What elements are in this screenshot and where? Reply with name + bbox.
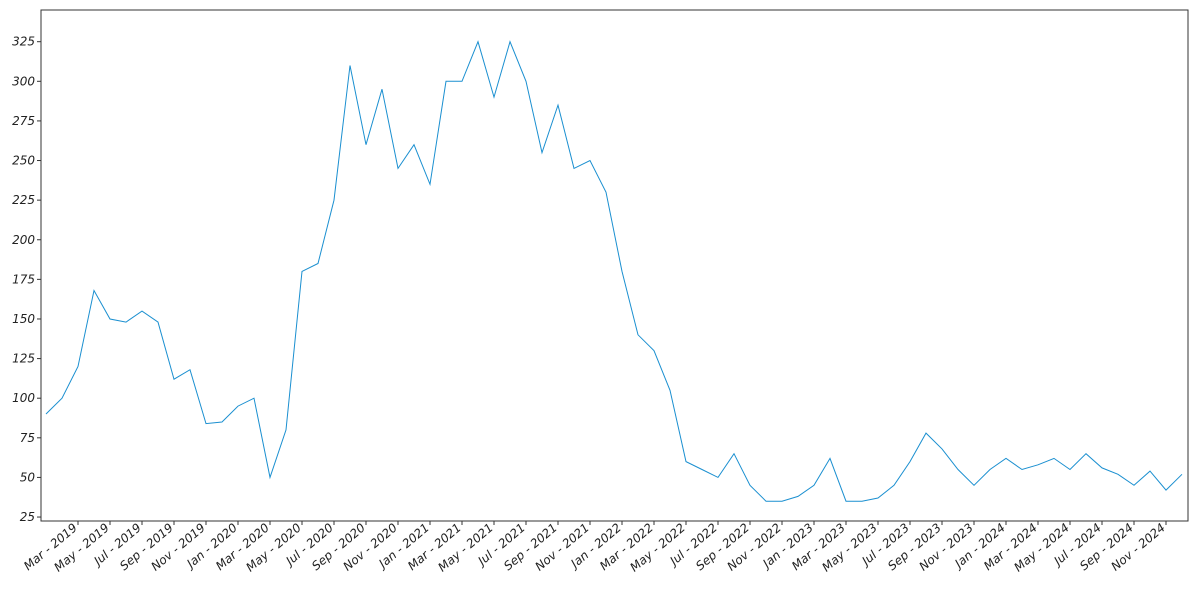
y-tick-label: 300: [12, 74, 35, 88]
y-tick-label: 175: [12, 272, 35, 286]
y-tick-label: 250: [12, 154, 35, 168]
y-tick-label: 125: [12, 352, 35, 366]
y-tick-label: 75: [20, 431, 35, 445]
y-tick-label: 275: [12, 114, 35, 128]
y-tick-label: 325: [12, 35, 35, 49]
plot-frame: [40, 9, 1189, 522]
y-tick-label: 150: [12, 312, 35, 326]
y-tick-label: 50: [20, 470, 36, 484]
y-tick-label: 25: [20, 510, 35, 524]
y-tick-label: 100: [12, 391, 35, 405]
y-tick-label: 200: [12, 233, 35, 247]
price-line: [45, 40, 1183, 502]
y-tick-label: 225: [12, 193, 35, 207]
